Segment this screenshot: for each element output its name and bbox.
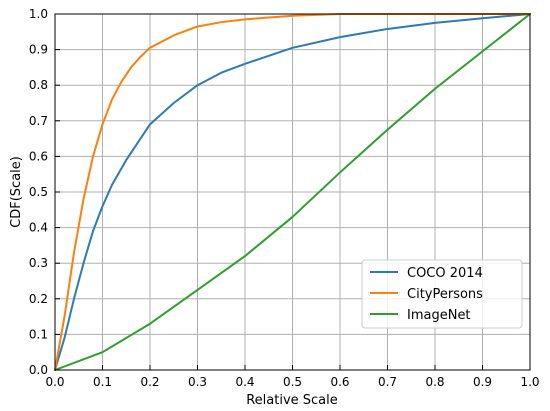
x-tick-label: 0.4 [235,375,254,389]
series-line-coco-2014 [54,13,531,371]
x-tick-label: 0.5 [283,375,302,389]
y-tick-label: 0.5 [29,185,48,199]
y-tick-label: 0.1 [29,327,48,341]
y-tick-label: 0.0 [29,363,48,377]
y-tick-label: 0.3 [29,256,48,270]
legend-items: COCO 2014 CityPersons ImageNet [370,266,483,323]
legend-label: CityPersons [407,287,483,302]
x-tick-label: 1.0 [520,375,539,389]
legend: COCO 2014 CityPersons ImageNet [361,259,523,329]
x-tick-label: 0.7 [378,375,397,389]
x-ticks: 0.0 0.1 0.2 0.3 0.4 0.5 0.6 0.7 0.8 0.9 1.0 [45,365,540,389]
x-tick-label: 0.9 [473,375,492,389]
legend-label: ImageNet [407,308,471,323]
series-line-imagenet [54,13,531,371]
y-tick-label: 0.8 [29,78,48,92]
x-tick-label: 0.8 [425,375,444,389]
legend-box [361,259,523,329]
series-line-citypersons [54,13,531,371]
y-tick-label: 1.0 [29,7,48,21]
x-axis-label: Relative Scale [246,393,338,408]
y-axis-label: CDF(Scale) [9,156,24,228]
x-tick-label: 0.2 [140,375,159,389]
y-tick-label: 0.6 [29,149,48,163]
y-tick-label: 0.9 [29,43,48,57]
series-lines [54,13,531,371]
x-tick-label: 0.6 [330,375,349,389]
x-tick-label: 0.0 [45,375,64,389]
y-ticks: 0.0 0.1 0.2 0.3 0.4 0.5 0.6 0.7 0.8 0.9 1.0 [29,7,60,377]
y-tick-label: 0.7 [29,114,48,128]
y-tick-label: 0.4 [29,221,48,235]
legend-label: COCO 2014 [407,266,483,281]
y-tick-label: 0.2 [29,292,48,306]
x-tick-label: 0.1 [93,375,112,389]
x-tick-label: 0.3 [188,375,207,389]
